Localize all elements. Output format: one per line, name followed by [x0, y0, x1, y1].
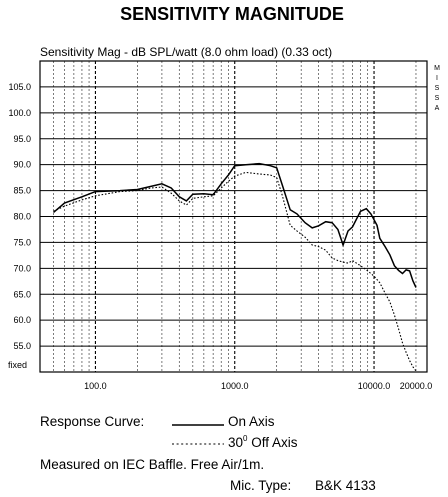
y-tick-label: 75.0	[13, 237, 31, 247]
chart-subtitle: Sensitivity Mag - dB SPL/watt (8.0 ohm l…	[40, 45, 332, 59]
mic-type-label: Mic. Type:	[230, 478, 291, 493]
y-tick-label: 85.0	[13, 186, 31, 196]
y-tick-label: 65.0	[13, 289, 31, 299]
x-tick-label: 10000.0	[358, 381, 391, 391]
legend-heading: Response Curve:	[40, 414, 144, 429]
series-line-on-axis	[53, 162, 417, 288]
y-tick-label: 100.0	[8, 108, 31, 118]
y-tick-label: 70.0	[13, 263, 31, 273]
measurement-note: Measured on IEC Baffle. Free Air/1m.	[40, 457, 264, 472]
mic-type-value: B&K 4133	[315, 478, 376, 493]
series-line-off-axis	[53, 171, 417, 372]
legend: Response Curve: On Axis 300 Off Axis Mea…	[40, 414, 376, 493]
x-tick-labels: 100.0 1000.0 10000.0 20000.0	[84, 381, 432, 391]
off-axis-degree: 0	[243, 434, 248, 443]
y-tick-label: 95.0	[13, 134, 31, 144]
y-tick-label: 105.0	[8, 82, 31, 92]
chart-title: SENSITIVITY MAGNITUDE	[120, 4, 344, 24]
brand-letter: A	[435, 105, 440, 112]
x-tick-label: 20000.0	[400, 381, 433, 391]
legend-label-off-axis: 300 Off Axis	[228, 434, 298, 450]
y-tick-label: 90.0	[13, 160, 31, 170]
off-axis-angle: 30	[228, 435, 243, 450]
legend-label-on-axis: On Axis	[228, 414, 275, 429]
y-tick-label: 60.0	[13, 315, 31, 325]
y-tick-label: 80.0	[13, 212, 31, 222]
y-tick-label: 55.0	[13, 341, 31, 351]
y-axis-fixed-label: fixed	[8, 360, 27, 370]
plot-frame	[39, 60, 428, 373]
off-axis-suffix: Off Axis	[247, 435, 297, 450]
brand-letter: M	[434, 65, 440, 72]
brand-letter: S	[435, 85, 440, 92]
y-tick-labels: 55.0 60.0 65.0 70.0 75.0 80.0 85.0 90.0 95.0 100.…	[8, 82, 31, 351]
x-tick-label: 100.0	[84, 381, 107, 391]
x-tick-label: 1000.0	[221, 381, 249, 391]
brand-letter: S	[435, 95, 440, 102]
brand-letter: I	[436, 75, 438, 82]
